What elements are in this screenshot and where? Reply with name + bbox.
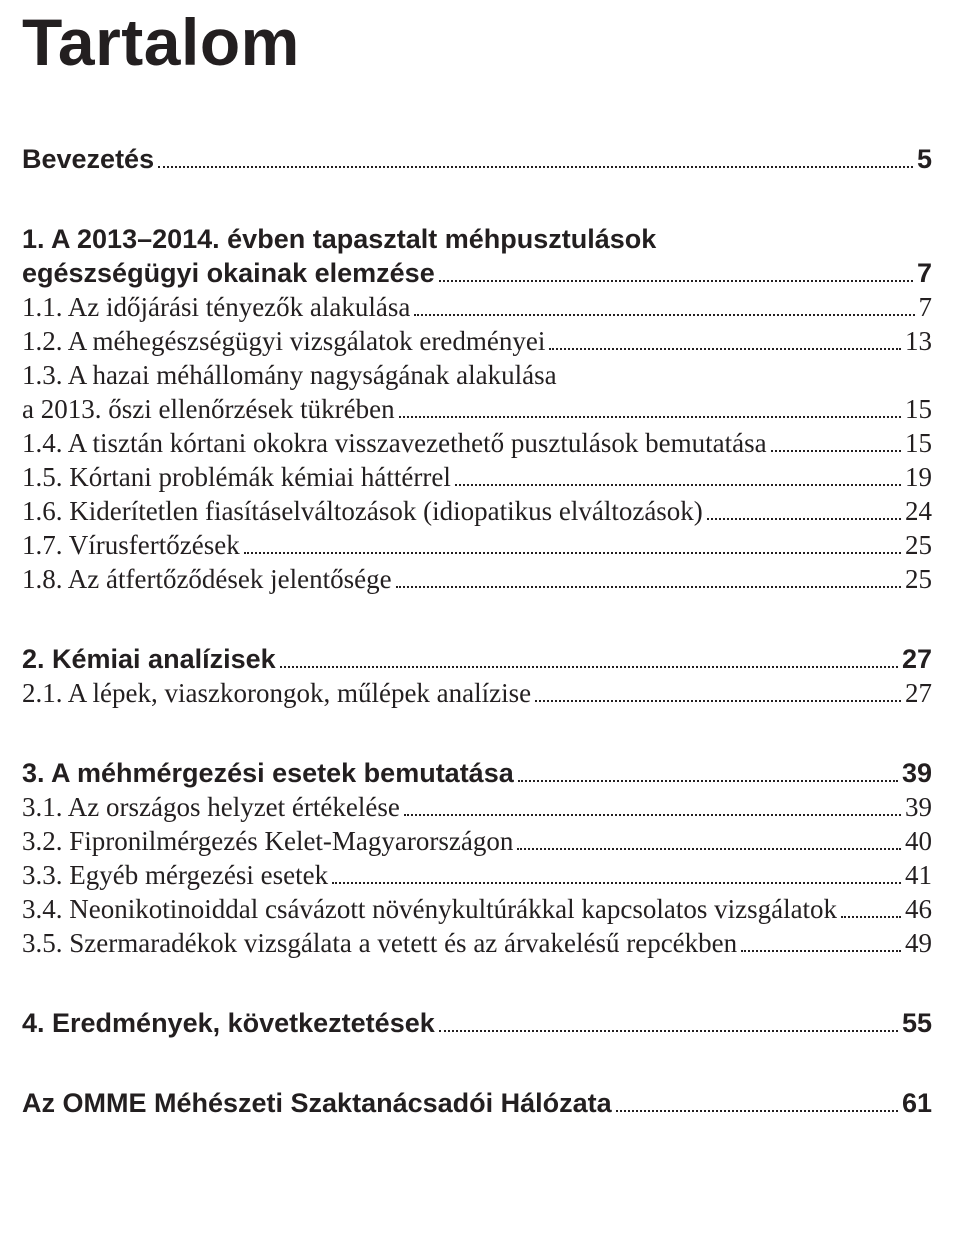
toc-leader (741, 929, 901, 953)
toc-leader (549, 326, 901, 350)
toc-entry-label: 3.1. Az országos helyzet értékelése (22, 790, 400, 824)
toc-row: 1.4. A tisztán kórtani okokra visszaveze… (22, 426, 932, 460)
toc-entry-page: 13 (905, 324, 932, 358)
toc-entry-page: 25 (905, 528, 932, 562)
toc-row: 1.5. Kórtani problémák kémiai háttérrel 1… (22, 460, 932, 494)
toc-row: 1.1. Az időjárási tényezők alakulása 7 (22, 290, 932, 324)
toc-entry-label: 1.5. Kórtani problémák kémiai háttérrel (22, 460, 451, 494)
toc-entry-page: 49 (905, 926, 932, 960)
toc-entry-page: 46 (905, 892, 932, 926)
toc-entry-page: 61 (902, 1086, 932, 1120)
toc-entry-page: 27 (905, 676, 932, 710)
page-title: Tartalom (22, 0, 932, 80)
toc-entry-label: egészségügyi okainak elemzése (22, 256, 435, 290)
toc-entry-label: 1.7. Vírusfertőzések (22, 528, 240, 562)
toc-leader (841, 895, 901, 919)
toc-leader (399, 395, 901, 419)
toc-leader (439, 258, 913, 282)
toc-entry-label: 3.5. Szermaradékok vizsgálata a vetett é… (22, 926, 737, 960)
toc-leader (404, 793, 901, 817)
toc-entry-label: Az OMME Méhészeti Szaktanácsadói Hálózat… (22, 1086, 612, 1120)
toc-entry-label: 2.1. A lépek, viaszkorongok, műlépek ana… (22, 676, 531, 710)
toc-leader (244, 531, 901, 555)
toc-entry-page: 19 (905, 460, 932, 494)
toc-entry-label: 1.6. Kiderítetlen fiasításelváltozások (… (22, 494, 703, 528)
toc-row: 3.1. Az országos helyzet értékelése 39 (22, 790, 932, 824)
toc-entry-label-line1: 1. A 2013–2014. évben tapasztalt méhpusz… (22, 222, 932, 256)
toc-entry-label: a 2013. őszi ellenőrzések tükrében (22, 392, 395, 426)
toc-entry-page: 39 (902, 756, 932, 790)
toc-row: 3.3. Egyéb mérgezési esetek 41 (22, 858, 932, 892)
toc-leader (707, 497, 901, 521)
toc-row: Az OMME Méhészeti Szaktanácsadói Hálózat… (22, 1086, 932, 1120)
toc-leader (280, 645, 898, 669)
toc-row: 1.8. Az átfertőződések jelentősége 25 (22, 562, 932, 596)
toc-row: 1.6. Kiderítetlen fiasításelváltozások (… (22, 494, 932, 528)
toc-row: Bevezetés 5 (22, 142, 932, 176)
toc-leader (616, 1089, 898, 1113)
toc-entry-label: 3. A méhmérgezési esetek bemutatása (22, 756, 514, 790)
toc-row: 3.5. Szermaradékok vizsgálata a vetett é… (22, 926, 932, 960)
toc-block: 2. Kémiai analízisek 27 2.1. A lépek, vias… (22, 642, 932, 710)
toc-entry-label-line1: 1.3. A hazai méhállomány nagyságának ala… (22, 358, 932, 392)
toc-entry: 1.3. A hazai méhállomány nagyságának ala… (22, 358, 932, 426)
toc-row: 2. Kémiai analízisek 27 (22, 642, 932, 676)
toc-leader (439, 1009, 898, 1033)
toc-row: 4. Eredmények, következtetések 55 (22, 1006, 932, 1040)
toc-entry-page: 39 (905, 790, 932, 824)
toc-row: 1.7. Vírusfertőzések 25 (22, 528, 932, 562)
toc-block: Az OMME Méhészeti Szaktanácsadói Hálózat… (22, 1086, 932, 1120)
toc-entry-page: 55 (902, 1006, 932, 1040)
toc-entry-page: 15 (905, 392, 932, 426)
toc-entry-label: 2. Kémiai analízisek (22, 642, 276, 676)
toc-block: Bevezetés 5 (22, 142, 932, 176)
toc-page: Tartalom Bevezetés 5 1. A 2013–2014. évben… (0, 0, 960, 1240)
toc-leader (771, 429, 901, 453)
toc-row: egészségügyi okainak elemzése 7 (22, 256, 932, 290)
toc-block: 4. Eredmények, következtetések 55 (22, 1006, 932, 1040)
toc-entry-page: 7 (919, 290, 933, 324)
toc-block: 3. A méhmérgezési esetek bemutatása393.1… (22, 756, 932, 960)
toc-entry-label: 1.2. A méhegészségügyi vizsgálatok eredm… (22, 324, 545, 358)
toc-entry-page: 24 (905, 494, 932, 528)
toc-row: 3. A méhmérgezési esetek bemutatása 39 (22, 756, 932, 790)
toc-leader (455, 463, 901, 487)
toc-row: 1.2. A méhegészségügyi vizsgálatok eredm… (22, 324, 932, 358)
toc-entry-label: 1.8. Az átfertőződések jelentősége (22, 562, 392, 596)
toc-entry-label: 4. Eredmények, következtetések (22, 1006, 435, 1040)
toc-row: 2.1. A lépek, viaszkorongok, műlépek ana… (22, 676, 932, 710)
toc-entry-page: 40 (905, 824, 932, 858)
toc-row: 3.4. Neonikotinoiddal csávázott növényku… (22, 892, 932, 926)
toc-entry-label: 3.2. Fipronilmérgezés Kelet-Magyarország… (22, 824, 513, 858)
toc-entry-page: 25 (905, 562, 932, 596)
toc-entry-page: 7 (917, 256, 932, 290)
toc-entry: 1. A 2013–2014. évben tapasztalt méhpusz… (22, 222, 932, 290)
toc-row: 3.2. Fipronilmérgezés Kelet-Magyarország… (22, 824, 932, 858)
toc-container: Bevezetés 5 1. A 2013–2014. évben tapaszta… (22, 142, 932, 1120)
toc-leader (396, 565, 901, 589)
toc-leader (332, 861, 901, 885)
toc-entry-label: 3.3. Egyéb mérgezési esetek (22, 858, 328, 892)
toc-entry-page: 27 (902, 642, 932, 676)
toc-entry-page: 5 (917, 142, 932, 176)
toc-leader (414, 292, 914, 316)
toc-leader (535, 679, 901, 703)
toc-block: 1. A 2013–2014. évben tapasztalt méhpusz… (22, 222, 932, 596)
toc-leader (518, 759, 898, 783)
toc-leader (517, 827, 901, 851)
toc-entry-label: 1.4. A tisztán kórtani okokra visszaveze… (22, 426, 767, 460)
toc-row: a 2013. őszi ellenőrzések tükrében 15 (22, 392, 932, 426)
toc-entry-page: 41 (905, 858, 932, 892)
toc-entry-page: 15 (905, 426, 932, 460)
toc-entry-label: 3.4. Neonikotinoiddal csávázott növényku… (22, 892, 837, 926)
toc-entry-label: Bevezetés (22, 142, 154, 176)
toc-leader (158, 144, 913, 168)
toc-entry-label: 1.1. Az időjárási tényezők alakulása (22, 290, 410, 324)
